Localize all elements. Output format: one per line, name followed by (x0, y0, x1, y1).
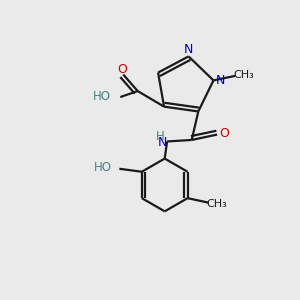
Text: O: O (219, 127, 229, 140)
Text: N: N (158, 136, 167, 149)
Text: HO: HO (93, 90, 111, 103)
Text: CH₃: CH₃ (207, 199, 227, 208)
Text: N: N (215, 74, 225, 87)
Text: N: N (184, 43, 193, 56)
Text: H: H (155, 130, 164, 142)
Text: O: O (118, 63, 128, 76)
Text: CH₃: CH₃ (234, 70, 254, 80)
Text: HO: HO (94, 161, 112, 174)
